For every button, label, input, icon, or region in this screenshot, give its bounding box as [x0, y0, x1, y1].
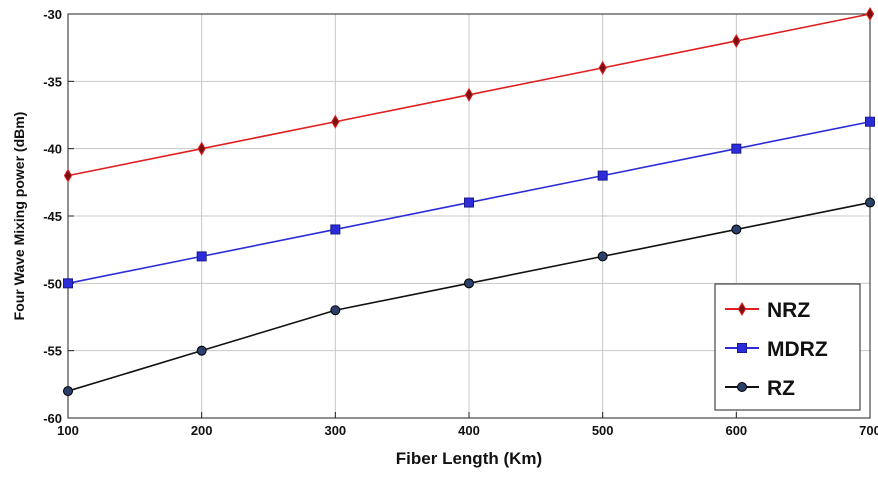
- legend-label-rz: RZ: [767, 377, 795, 400]
- y-tick-label: -60: [43, 411, 62, 426]
- data-point-mdrz: [597, 170, 608, 181]
- x-axis-label: Fiber Length (Km): [396, 449, 542, 468]
- y-tick-label: -35: [43, 74, 62, 89]
- data-point-rz: [63, 386, 73, 397]
- legend-item-rz: RZ: [725, 377, 795, 400]
- x-tick-label: 500: [592, 423, 614, 438]
- legend-item-nrz: NRZ: [725, 299, 810, 322]
- data-point-mdrz: [464, 197, 474, 208]
- x-tick-label: 400: [458, 423, 480, 438]
- series-mdrz: [63, 116, 875, 289]
- legend: NRZ MDRZ RZ: [714, 283, 861, 411]
- x-tick-label: 700: [859, 423, 878, 438]
- x-tick-label: 100: [57, 423, 79, 438]
- series-rz: [63, 197, 875, 397]
- data-point-nrz: [331, 114, 340, 129]
- data-point-nrz: [865, 6, 875, 22]
- legend-marker-nrz: [737, 301, 747, 317]
- data-point-rz: [330, 305, 341, 316]
- series-nrz: [63, 6, 875, 183]
- y-tick-label: -45: [43, 209, 62, 224]
- series: [63, 6, 875, 397]
- y-tick-label: -40: [43, 142, 62, 157]
- y-tick-label: -30: [43, 7, 62, 22]
- y-tick-label: -50: [43, 276, 62, 291]
- data-point-mdrz: [731, 143, 742, 154]
- y-axis-label: Four Wave Mixing power (dBm): [11, 112, 27, 321]
- data-point-nrz: [598, 60, 607, 75]
- data-point-nrz: [464, 87, 474, 102]
- data-point-rz: [464, 278, 474, 289]
- y-tick-label: -55: [43, 344, 62, 359]
- data-point-rz: [597, 251, 608, 262]
- data-point-nrz: [732, 33, 741, 48]
- data-point-rz: [196, 345, 207, 356]
- legend-item-mdrz: MDRZ: [725, 338, 828, 361]
- x-tick-label: 200: [191, 423, 213, 438]
- x-tick-label: 300: [324, 423, 346, 438]
- legend-marker-rz: [737, 382, 747, 392]
- data-point-mdrz: [330, 224, 341, 235]
- data-point-nrz: [63, 168, 73, 183]
- axis-ticks: 100 200 300 400 500 600 700 -30 -35 -40 -45 -50 -55 -…: [43, 7, 878, 438]
- x-tick-label: 600: [725, 423, 747, 438]
- data-point-mdrz: [63, 278, 73, 289]
- data-point-mdrz: [865, 116, 875, 127]
- data-point-rz: [731, 224, 742, 235]
- data-point-rz: [865, 197, 875, 208]
- legend-label-mdrz: MDRZ: [767, 338, 828, 361]
- legend-label-nrz: NRZ: [767, 299, 810, 322]
- legend-marker-mdrz: [737, 343, 747, 353]
- data-point-nrz: [197, 141, 206, 156]
- data-point-mdrz: [196, 251, 207, 262]
